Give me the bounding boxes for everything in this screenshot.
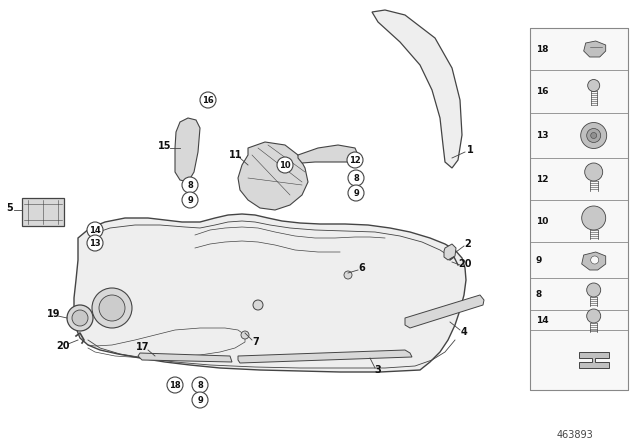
Text: 16: 16 (536, 87, 548, 96)
Polygon shape (584, 41, 605, 57)
Circle shape (585, 163, 603, 181)
Text: 17: 17 (136, 342, 150, 352)
Text: 8: 8 (353, 173, 359, 182)
Text: 8: 8 (536, 289, 542, 298)
Circle shape (67, 305, 93, 331)
Text: 8: 8 (197, 380, 203, 389)
Circle shape (182, 177, 198, 193)
Polygon shape (74, 214, 466, 372)
Circle shape (580, 122, 607, 148)
Circle shape (87, 222, 103, 238)
Circle shape (182, 192, 198, 208)
Circle shape (99, 295, 125, 321)
Circle shape (587, 283, 601, 297)
Circle shape (277, 157, 293, 173)
Text: 20: 20 (458, 259, 472, 269)
Circle shape (167, 377, 183, 393)
Text: 9: 9 (197, 396, 203, 405)
Text: 13: 13 (536, 131, 548, 140)
Text: 15: 15 (158, 141, 172, 151)
Circle shape (347, 152, 363, 168)
Text: 18: 18 (169, 380, 181, 389)
Polygon shape (405, 295, 484, 328)
Circle shape (582, 206, 605, 230)
Circle shape (348, 170, 364, 186)
Circle shape (587, 129, 601, 142)
Polygon shape (238, 350, 412, 363)
Text: 1: 1 (467, 145, 474, 155)
Circle shape (591, 256, 598, 264)
Circle shape (253, 300, 263, 310)
Text: 9: 9 (187, 195, 193, 204)
Circle shape (591, 133, 596, 138)
Text: 4: 4 (461, 327, 467, 337)
Circle shape (87, 235, 103, 251)
Polygon shape (175, 118, 200, 182)
Polygon shape (138, 353, 232, 362)
Text: 20: 20 (56, 341, 70, 351)
Text: 9: 9 (353, 189, 359, 198)
Text: 8: 8 (187, 181, 193, 190)
Polygon shape (444, 244, 456, 260)
Text: 5: 5 (6, 203, 13, 213)
Circle shape (72, 310, 88, 326)
Polygon shape (298, 145, 358, 163)
Text: 3: 3 (374, 365, 381, 375)
Text: 7: 7 (253, 337, 259, 347)
Circle shape (192, 377, 208, 393)
Polygon shape (238, 142, 308, 210)
Text: 9: 9 (536, 255, 542, 264)
FancyBboxPatch shape (530, 28, 628, 390)
Text: 14: 14 (536, 315, 548, 324)
Text: 12: 12 (536, 175, 548, 184)
Text: 14: 14 (89, 225, 101, 234)
Polygon shape (372, 10, 462, 168)
Circle shape (200, 92, 216, 108)
Circle shape (241, 331, 249, 339)
Text: 2: 2 (465, 239, 472, 249)
Circle shape (588, 79, 600, 91)
Text: 10: 10 (536, 216, 548, 225)
Polygon shape (582, 252, 605, 270)
Circle shape (192, 392, 208, 408)
Text: 463893: 463893 (557, 430, 593, 440)
Circle shape (344, 271, 352, 279)
Text: 12: 12 (349, 155, 361, 164)
Circle shape (587, 309, 601, 323)
Polygon shape (579, 352, 609, 368)
Text: 19: 19 (47, 309, 61, 319)
Text: 10: 10 (279, 160, 291, 169)
Circle shape (348, 185, 364, 201)
Text: 16: 16 (202, 95, 214, 104)
FancyBboxPatch shape (22, 198, 64, 226)
Text: 13: 13 (89, 238, 101, 247)
Text: 6: 6 (358, 263, 365, 273)
Text: 18: 18 (536, 44, 548, 53)
Text: 11: 11 (229, 150, 243, 160)
Circle shape (92, 288, 132, 328)
